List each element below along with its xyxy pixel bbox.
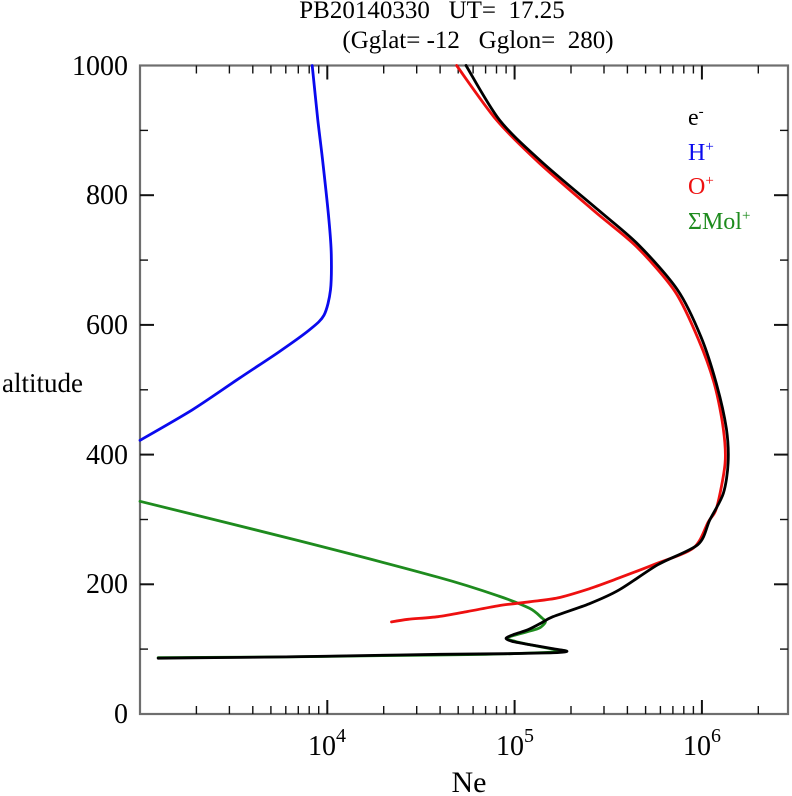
legend-item-oxygen-ions: O+ bbox=[688, 167, 750, 202]
legend-label: ΣMol bbox=[688, 208, 742, 235]
legend-label: H bbox=[688, 139, 706, 166]
legend: e- H+ O+ ΣMol+ bbox=[688, 98, 750, 236]
legend-label-superscript: + bbox=[741, 207, 751, 224]
y-tick-label: 0 bbox=[114, 699, 128, 730]
y-tick-label: 400 bbox=[86, 440, 128, 471]
x-tick-label: 105 bbox=[496, 725, 534, 762]
y-tick-label: 1000 bbox=[72, 51, 128, 82]
curve-electron-density bbox=[156, 64, 730, 660]
x-axis-label: Ne bbox=[451, 766, 487, 796]
y-tick-label: 600 bbox=[86, 310, 128, 341]
legend-label-superscript: + bbox=[705, 138, 714, 155]
x-tick-label: 106 bbox=[683, 725, 721, 762]
plot-title: PB20140330 UT= 17.25 bbox=[299, 0, 565, 24]
legend-label: O bbox=[688, 174, 706, 200]
legend-label: e bbox=[688, 105, 699, 131]
y-axis-label: altitude bbox=[2, 368, 83, 398]
y-tick-label: 200 bbox=[86, 569, 128, 600]
plot-subtitle: (Gglat= -12 Gglon= 280) bbox=[342, 27, 614, 54]
legend-item-sum-molecular-ions: ΣMol+ bbox=[688, 202, 750, 237]
y-tick-label: 800 bbox=[86, 180, 128, 211]
legend-item-hydrogen-ions: H+ bbox=[688, 133, 750, 168]
curve-sum-molecular-ions bbox=[138, 499, 568, 659]
legend-label-superscript: - bbox=[698, 104, 704, 120]
legend-label-superscript: + bbox=[705, 173, 714, 189]
curve-oxygen-ions bbox=[390, 64, 727, 624]
legend-item-electron-density: e- bbox=[688, 98, 750, 133]
x-tick-label: 104 bbox=[308, 725, 346, 762]
curve-hydrogen-ions bbox=[138, 64, 333, 442]
